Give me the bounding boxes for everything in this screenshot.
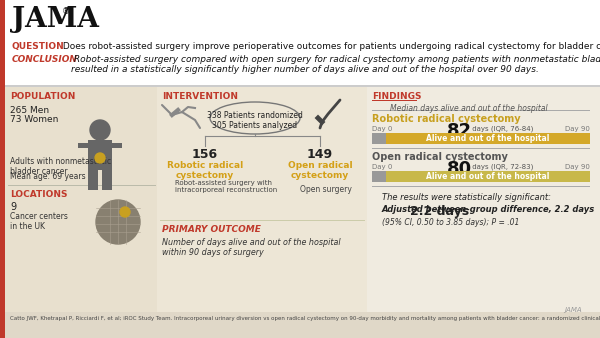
Bar xyxy=(0,0,5,338)
Text: POPULATION: POPULATION xyxy=(10,92,76,101)
Bar xyxy=(157,87,367,312)
Text: ®: ® xyxy=(62,7,70,16)
Text: Adjusted between-group difference, 2.2 days: Adjusted between-group difference, 2.2 d… xyxy=(382,205,595,214)
Text: 149: 149 xyxy=(307,148,333,161)
Text: INTERVENTION: INTERVENTION xyxy=(162,92,238,101)
Bar xyxy=(367,87,595,312)
Text: FINDINGS: FINDINGS xyxy=(372,92,421,101)
Bar xyxy=(5,87,157,312)
Bar xyxy=(386,133,590,144)
Text: Day 0: Day 0 xyxy=(372,126,392,132)
Text: Day 90: Day 90 xyxy=(565,126,590,132)
Text: The results were statistically significant:: The results were statistically significa… xyxy=(382,193,551,202)
Text: PRIMARY OUTCOME: PRIMARY OUTCOME xyxy=(162,225,261,234)
Text: Cancer centers
in the UK: Cancer centers in the UK xyxy=(10,212,68,232)
Text: (95% CI, 0.50 to 3.85 days); P = .01: (95% CI, 0.50 to 3.85 days); P = .01 xyxy=(382,218,520,227)
Text: 73 Women: 73 Women xyxy=(10,115,58,124)
Text: QUESTION: QUESTION xyxy=(12,42,65,51)
Text: days (IQR, 76-84): days (IQR, 76-84) xyxy=(470,126,533,132)
Circle shape xyxy=(96,200,140,244)
Bar xyxy=(112,143,122,148)
Bar xyxy=(102,170,112,190)
Bar xyxy=(372,133,386,144)
Text: 80: 80 xyxy=(447,160,472,178)
Text: Robotic radical
cystectomy: Robotic radical cystectomy xyxy=(167,161,243,180)
Text: 156: 156 xyxy=(192,148,218,161)
Text: 265 Men: 265 Men xyxy=(10,106,49,115)
Text: days (IQR, 72-83): days (IQR, 72-83) xyxy=(470,164,533,170)
Bar xyxy=(386,171,590,182)
Circle shape xyxy=(90,120,110,140)
Text: 82: 82 xyxy=(447,122,472,140)
Text: LOCATIONS: LOCATIONS xyxy=(10,190,67,199)
Text: Open radical cystectomy: Open radical cystectomy xyxy=(372,152,508,162)
Circle shape xyxy=(120,207,130,217)
Bar xyxy=(88,170,98,190)
Text: Day 0: Day 0 xyxy=(372,164,392,170)
Bar xyxy=(5,0,600,85)
Text: Mean age: 69 years: Mean age: 69 years xyxy=(10,172,86,181)
Bar xyxy=(78,143,88,148)
Text: Does robot-assisted surgery improve perioperative outcomes for patients undergoi: Does robot-assisted surgery improve peri… xyxy=(60,42,600,51)
Bar xyxy=(5,85,600,87)
Text: Median days alive and out of the hospital: Median days alive and out of the hospita… xyxy=(390,104,548,113)
Text: Catto JWF, Khetrapal P, Ricciardi F, et al; iROC Study Team. Intracorporeal urin: Catto JWF, Khetrapal P, Ricciardi F, et … xyxy=(10,316,600,321)
Text: JAMA: JAMA xyxy=(565,307,582,313)
Circle shape xyxy=(95,153,105,163)
Text: 338 Patients randomized: 338 Patients randomized xyxy=(207,111,303,120)
Bar xyxy=(88,140,112,170)
Text: Robotic radical cystectomy: Robotic radical cystectomy xyxy=(372,114,521,124)
Text: Robot-assisted surgery with
intracorporeal reconstruction: Robot-assisted surgery with intracorpore… xyxy=(175,180,277,193)
Text: 9: 9 xyxy=(10,202,16,212)
Text: CONCLUSION: CONCLUSION xyxy=(12,55,78,64)
Text: Day 90: Day 90 xyxy=(565,164,590,170)
Text: Alive and out of the hospital: Alive and out of the hospital xyxy=(427,134,550,143)
Text: Adults with nonmetastatic
bladder cancer: Adults with nonmetastatic bladder cancer xyxy=(10,157,111,176)
Bar xyxy=(372,148,590,149)
Bar xyxy=(372,100,417,101)
Bar xyxy=(372,171,386,182)
Bar xyxy=(5,312,600,338)
Text: Open surgery: Open surgery xyxy=(300,185,352,194)
Text: 305 Patients analyzed: 305 Patients analyzed xyxy=(212,121,298,130)
Text: 2.2 days: 2.2 days xyxy=(410,205,469,218)
Bar xyxy=(372,110,590,111)
Text: Number of days alive and out of the hospital
within 90 days of surgery: Number of days alive and out of the hosp… xyxy=(162,238,341,258)
Text: Alive and out of the hospital: Alive and out of the hospital xyxy=(427,172,550,181)
Bar xyxy=(372,186,590,187)
Text: Robot-assisted surgery compared with open surgery for radical cystectomy among p: Robot-assisted surgery compared with ope… xyxy=(71,55,600,74)
Bar xyxy=(0,0,5,338)
Bar xyxy=(8,185,156,186)
Text: Open radical
cystectomy: Open radical cystectomy xyxy=(287,161,352,180)
Text: JAMA: JAMA xyxy=(12,6,99,33)
Bar xyxy=(160,220,365,221)
